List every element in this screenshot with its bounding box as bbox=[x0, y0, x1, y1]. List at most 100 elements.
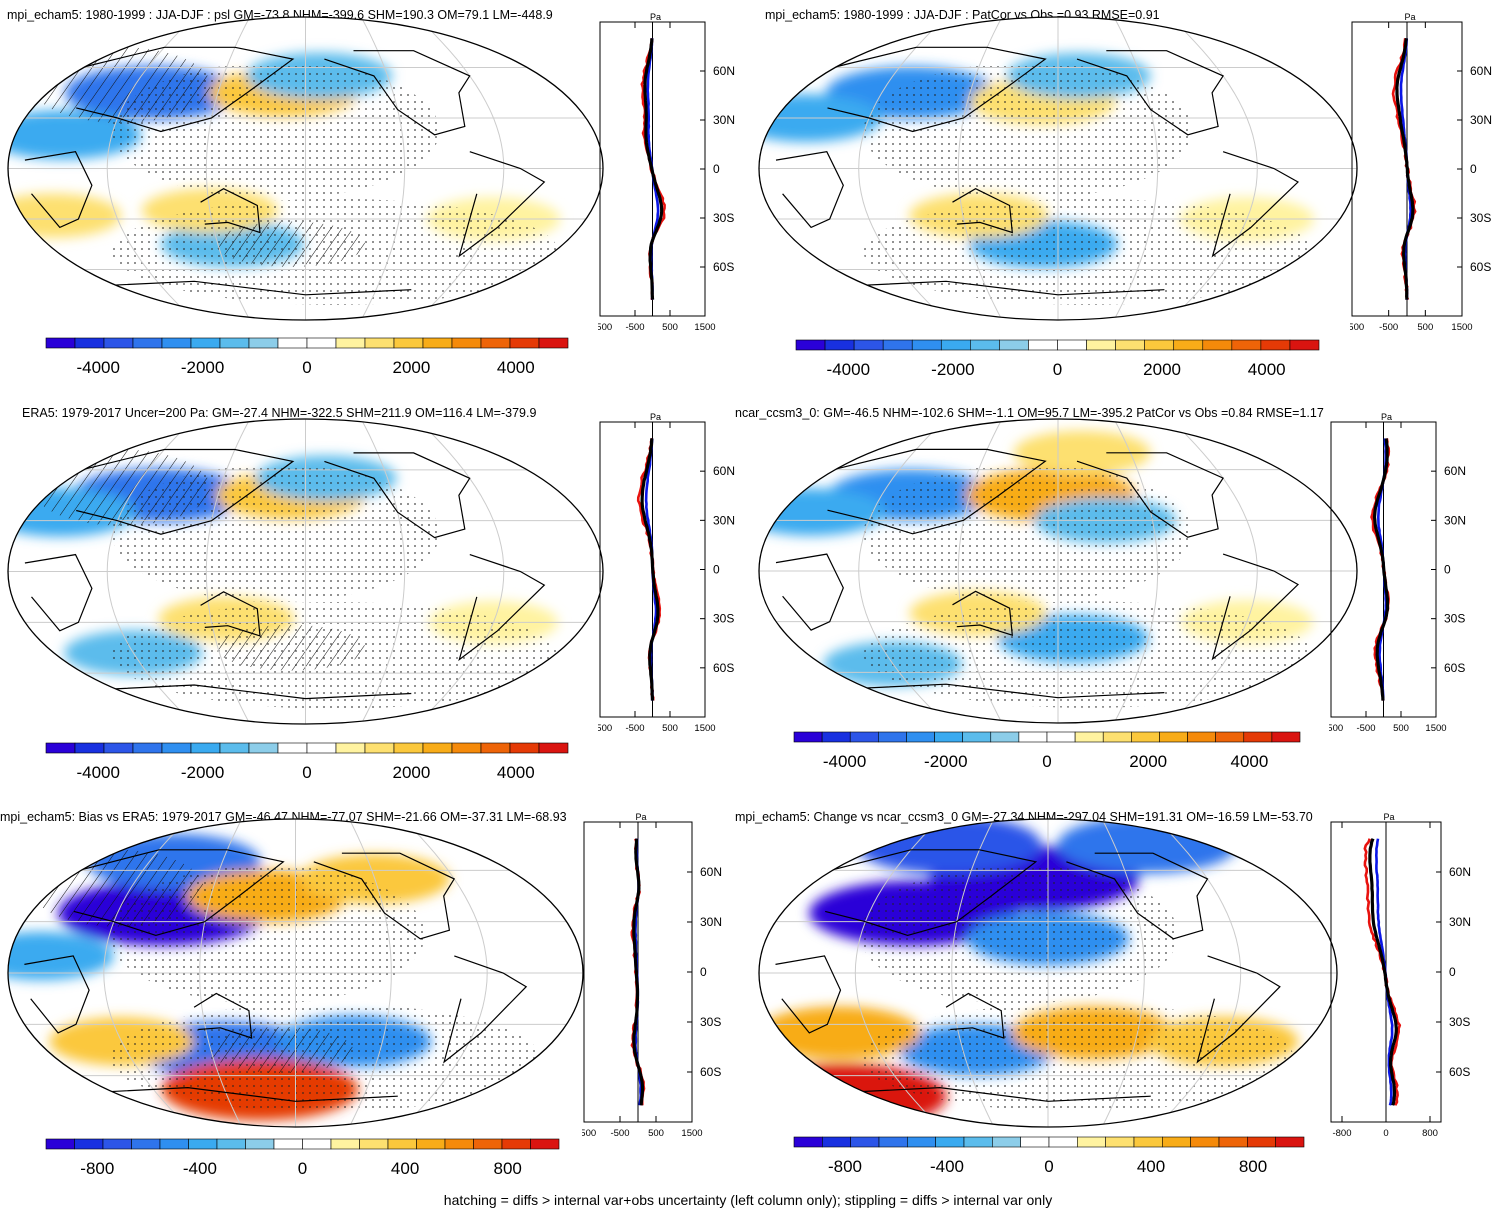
continent-outline-4 bbox=[324, 452, 471, 539]
colorbar-swatch bbox=[1048, 1136, 1078, 1148]
colorbar-tick-label: -400 bbox=[183, 1159, 217, 1178]
continent-outline-3 bbox=[945, 992, 1005, 1039]
colorbar-swatch bbox=[103, 337, 134, 349]
continent-outline-4 bbox=[1066, 852, 1209, 940]
colorbar-swatch bbox=[480, 742, 511, 754]
hatching-region-2 bbox=[216, 624, 365, 671]
continent-outline-3 bbox=[200, 591, 261, 637]
colorbar-swatch bbox=[306, 742, 337, 754]
colorbar-swatch bbox=[219, 742, 250, 754]
colorbar-swatch bbox=[45, 742, 76, 754]
continent-outline-5 bbox=[1211, 151, 1299, 258]
profile-lat-label: 60N bbox=[1449, 865, 1471, 879]
graticule-lon bbox=[1113, 419, 1159, 723]
map-border bbox=[758, 418, 1358, 724]
graticule-lon bbox=[957, 17, 1003, 320]
hatching-region-2 bbox=[209, 1026, 353, 1074]
hatching-region-1 bbox=[31, 849, 204, 927]
stippling-south bbox=[863, 198, 1313, 305]
zonal-mean-profile: Pa 60N 30N 0 30S 60S -1500 -500 500 1500 bbox=[1329, 412, 1466, 734]
continent-outline-2 bbox=[775, 955, 842, 1034]
colorbar-swatch bbox=[190, 337, 221, 349]
colorbar-swatch bbox=[273, 1138, 303, 1150]
colorbar-swatch bbox=[1102, 731, 1132, 743]
continent-outline-6 bbox=[840, 683, 1165, 699]
profile-x-label: 1500 bbox=[1425, 723, 1446, 734]
continent-outline-6 bbox=[89, 684, 412, 700]
stippling-north bbox=[863, 464, 1193, 602]
profile-lat-label: 60S bbox=[1449, 1065, 1470, 1079]
profile-unit-label: Pa bbox=[635, 812, 646, 822]
colorbar-swatch bbox=[359, 1138, 389, 1150]
colorbar-swatch bbox=[1215, 731, 1245, 743]
profile-x-label: -500 bbox=[625, 723, 644, 734]
colorbar-swatch bbox=[393, 742, 424, 754]
colorbar-swatch bbox=[1144, 339, 1175, 351]
graticule-lon bbox=[205, 17, 251, 320]
colorbar-swatch bbox=[364, 742, 395, 754]
colorbar-swatch bbox=[1020, 1136, 1050, 1148]
colorbar-tick-label: 4000 bbox=[497, 763, 535, 782]
profile-line-global bbox=[1372, 438, 1390, 701]
colorbar-tick-label: -2000 bbox=[931, 360, 974, 379]
continent-outline-2 bbox=[775, 151, 844, 229]
profile-lat-label: 60N bbox=[1470, 64, 1492, 78]
colorbar: -800 -400 0 400 800 bbox=[45, 1138, 560, 1178]
profile-x-label: -1500 bbox=[1329, 723, 1343, 734]
profile-lat-label: 0 bbox=[1470, 162, 1477, 176]
colorbar-swatch bbox=[538, 337, 569, 349]
colorbar: -4000 -2000 0 2000 4000 bbox=[793, 731, 1301, 771]
profile-line-global bbox=[643, 38, 664, 300]
profile-lat-label: 0 bbox=[1444, 563, 1451, 577]
colorbar-swatch bbox=[103, 742, 134, 754]
graticule-lon bbox=[1101, 819, 1145, 1127]
profile-x-label: -1500 bbox=[598, 322, 612, 333]
colorbar-swatch bbox=[480, 337, 511, 349]
colorbar-swatch bbox=[302, 1138, 332, 1150]
colorbar-tick-label: 0 bbox=[298, 1159, 307, 1178]
colorbar-tick-label: 2000 bbox=[392, 763, 430, 782]
colorbar-swatch bbox=[882, 339, 913, 351]
colorbar-tick-label: 2000 bbox=[1129, 752, 1167, 771]
profile-lat-label: 60S bbox=[713, 260, 734, 274]
hatching-region-1 bbox=[31, 449, 211, 526]
colorbar-swatch bbox=[74, 742, 105, 754]
hatching-region-2 bbox=[216, 221, 365, 267]
colorbar-swatch bbox=[335, 337, 366, 349]
colorbar-swatch bbox=[1260, 339, 1291, 351]
graticule-lon bbox=[205, 419, 251, 724]
colorbar-swatch bbox=[878, 731, 907, 743]
colorbar-tick-label: -4000 bbox=[76, 358, 119, 377]
colorbar-swatch bbox=[422, 337, 453, 349]
colorbar-tick-label: 400 bbox=[1137, 1157, 1165, 1176]
profile-x-label: 1500 bbox=[1451, 322, 1472, 333]
colorbar-swatch bbox=[1190, 1136, 1220, 1148]
graticule-lon bbox=[416, 419, 505, 724]
graticule-lon bbox=[360, 419, 406, 724]
colorbar-tick-label: 2000 bbox=[392, 358, 430, 377]
colorbar-swatch bbox=[1247, 1136, 1276, 1148]
panel-title: mpi_echam5: Bias vs ERA5: 1979-2017 GM=-… bbox=[0, 810, 567, 824]
anomaly-region-2 bbox=[8, 110, 141, 160]
colorbar-swatch bbox=[277, 742, 308, 754]
profile-x-label: -1500 bbox=[1350, 322, 1364, 333]
colorbar-swatch bbox=[132, 742, 163, 754]
colorbar: -4000 -2000 0 2000 4000 bbox=[45, 742, 569, 782]
colorbar-swatch bbox=[248, 337, 279, 349]
continent-outline-2 bbox=[775, 553, 844, 631]
profile-x-label: 500 bbox=[662, 322, 678, 333]
colorbar-tick-label: -400 bbox=[930, 1157, 964, 1176]
colorbar-swatch bbox=[451, 742, 482, 754]
profile-lat-label: 60N bbox=[713, 64, 735, 78]
colorbar-swatch bbox=[277, 337, 308, 349]
stippling-south bbox=[863, 601, 1313, 708]
profile-lat-label: 0 bbox=[1449, 965, 1456, 979]
colorbar-swatch bbox=[74, 1138, 104, 1150]
graticule-lon bbox=[106, 419, 195, 724]
continent-outline-3 bbox=[952, 188, 1013, 234]
continent-outline-4 bbox=[313, 852, 456, 940]
colorbar-swatch bbox=[530, 1138, 560, 1150]
colorbar-swatch bbox=[824, 339, 855, 351]
colorbar-swatch bbox=[45, 1138, 75, 1150]
colorbar-swatch bbox=[1173, 339, 1204, 351]
